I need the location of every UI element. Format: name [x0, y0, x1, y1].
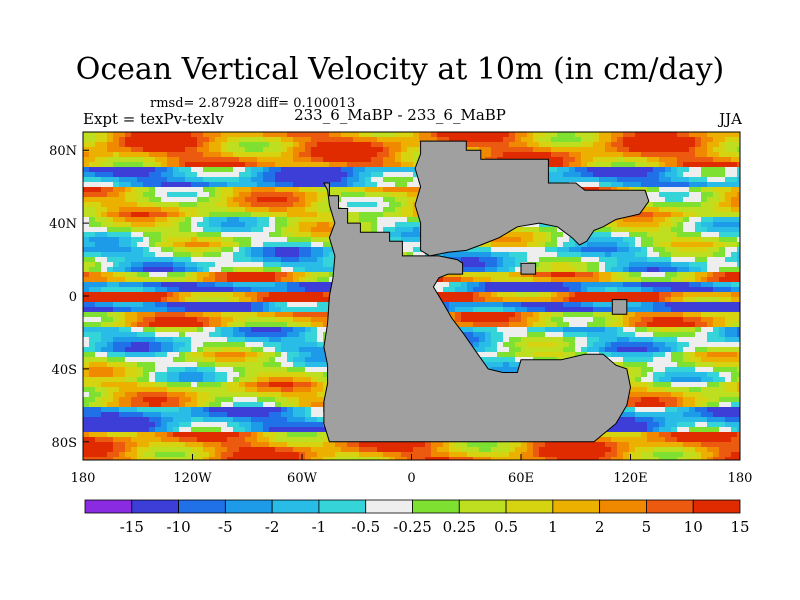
colorbar-label: -2 — [265, 518, 280, 536]
colorbar-label: -0.5 — [351, 518, 380, 536]
colorbar-swatch — [505, 499, 554, 514]
case-label: 233_6_MaBP - 233_6_MaBP — [294, 106, 506, 124]
colorbar-swatch — [84, 499, 133, 514]
colorbar-swatch — [271, 499, 320, 514]
x-tick-label: 180 — [728, 471, 753, 486]
x-tick-label: 180 — [71, 471, 96, 486]
y-tick-label: 80S — [52, 436, 77, 451]
land-region-island-arabia — [520, 262, 537, 275]
colorbar-swatch — [646, 499, 694, 514]
y-tick-label: 40S — [52, 363, 77, 378]
colorbar-swatch — [224, 499, 273, 514]
colorbar-label: 10 — [684, 518, 703, 536]
colorbar-swatch — [131, 499, 179, 514]
land-mask — [323, 140, 650, 443]
colorbar-label: -10 — [166, 518, 190, 536]
land-region-island-ne — [611, 299, 628, 315]
land-region-continent-north — [414, 140, 650, 257]
colorbar-label: 1 — [548, 518, 558, 536]
colorbar-label: -1 — [312, 518, 327, 536]
colorbar-label: -0.25 — [393, 518, 431, 536]
y-tick-label: 40N — [49, 217, 77, 232]
colorbar: -15 -10 -5 -2 -1 -0.5 -0.25 0.25 0.5 1 2 5 10 15 — [84, 499, 750, 536]
colorbar-label: -15 — [120, 518, 144, 536]
axes: 180 120W 60W 0 60E 120E 180 80N 40N 0 40S 80S — [49, 144, 752, 486]
colorbar-swatch — [318, 499, 367, 514]
colorbar-label: 2 — [595, 518, 605, 536]
colorbar-swatch — [365, 499, 413, 514]
y-tick-label: 80N — [49, 144, 77, 159]
colorbar-label: 0.25 — [443, 518, 476, 536]
colorbar-swatch — [458, 499, 507, 514]
land-region-continent-west — [323, 182, 632, 443]
chart-title: Ocean Vertical Velocity at 10m (in cm/da… — [75, 52, 725, 87]
x-tick-label: 60W — [287, 471, 318, 486]
experiment-label: Expt = texPv-texlv — [83, 110, 224, 128]
x-tick-label: 120E — [613, 471, 647, 486]
colorbar-label: 15 — [730, 518, 749, 536]
colorbar-label: -5 — [218, 518, 233, 536]
colorbar-swatch — [178, 499, 226, 514]
y-tick-label: 0 — [69, 290, 77, 305]
colorbar-label: 0.5 — [494, 518, 518, 536]
stats-label: rmsd= 2.87928 diff= 0.100013 — [150, 96, 356, 111]
x-tick-label: 0 — [407, 471, 415, 486]
x-tick-label: 120W — [173, 471, 212, 486]
colorbar-swatch — [552, 499, 601, 514]
colorbar-swatch — [599, 499, 647, 514]
colorbar-swatch — [692, 499, 741, 514]
colorbar-label: 5 — [642, 518, 652, 536]
colorbar-swatch — [412, 499, 460, 514]
x-tick-label: 60E — [508, 471, 534, 486]
season-label: JJA — [719, 110, 742, 128]
